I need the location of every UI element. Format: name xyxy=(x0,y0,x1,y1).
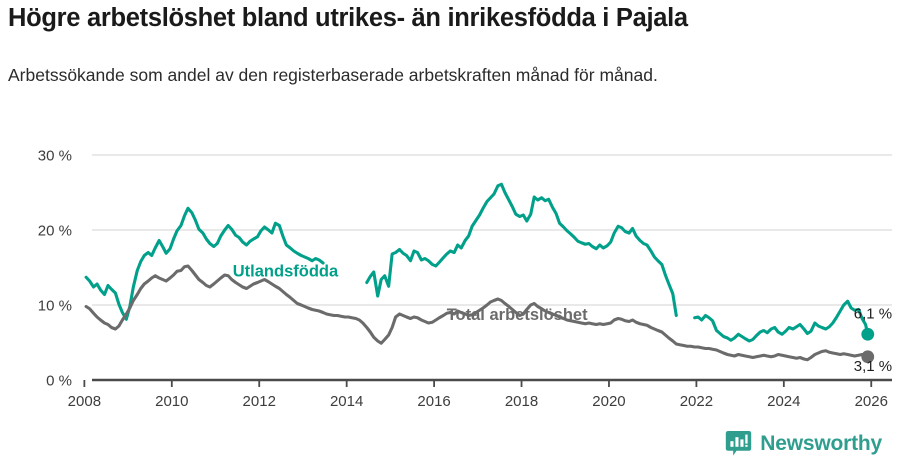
x-axis-tick-labels: 2008 2010 2012 2014 2016 2018 2020 2022 2024 2026 xyxy=(68,393,888,410)
chart-subtitle: Arbetssökande som andel av den registerb… xyxy=(8,65,658,85)
bar-chart-bubble-icon xyxy=(725,430,752,457)
y-tick-label: 30 % xyxy=(38,148,72,165)
gridlines xyxy=(92,154,892,306)
axis-lines-ticks xyxy=(83,378,892,387)
x-tick-label: 2012 xyxy=(243,393,276,410)
chart-footer: Newsworthy xyxy=(0,420,900,474)
chart-plot-area: 0 % 10 % 20 % 30 % 2008 2010 2012 2014 2016 2018… xyxy=(0,140,900,411)
y-tick-label: 10 % xyxy=(38,298,72,315)
endpoint-marker xyxy=(861,327,875,341)
endpoint-marker xyxy=(861,350,875,364)
page-title: Högre arbetslöshet bland utrikes- än inr… xyxy=(8,4,688,32)
series-line xyxy=(365,182,678,318)
x-tick-label: 2018 xyxy=(505,393,538,410)
endpoint-value-label: 6,1 % xyxy=(854,306,892,323)
series-inline-label: Total arbetslöshet xyxy=(447,306,588,324)
x-tick-label: 2010 xyxy=(155,393,188,410)
line-chart-svg: 0 % 10 % 20 % 30 % 2008 2010 2012 2014 2016 2018… xyxy=(38,148,892,411)
series-lines xyxy=(84,182,870,362)
x-tick-label: 2026 xyxy=(855,393,888,410)
x-tick-label: 2008 xyxy=(68,393,101,410)
y-axis-tick-labels: 0 % 10 % 20 % 30 % xyxy=(38,148,72,390)
x-tick-label: 2024 xyxy=(767,393,800,410)
endpoint-markers xyxy=(861,327,875,364)
y-tick-label: 20 % xyxy=(38,223,72,240)
endpoint-value-label: 3,1 % xyxy=(854,358,892,375)
x-tick-label: 2014 xyxy=(330,393,363,410)
series-annotations: Utlandsfödda Total arbetslöshet 6,1 % 3,1 % xyxy=(233,263,892,376)
series-line xyxy=(84,206,325,321)
series-line xyxy=(84,264,870,362)
series-line xyxy=(693,299,870,343)
x-tick-label: 2020 xyxy=(592,393,625,410)
x-tick-label: 2022 xyxy=(680,393,713,410)
series-inline-label: Utlandsfödda xyxy=(233,263,339,281)
newsworthy-wordmark: Newsworthy xyxy=(760,431,882,455)
newsworthy-logo[interactable]: Newsworthy xyxy=(725,430,882,457)
y-tick-label: 0 % xyxy=(46,373,72,390)
x-tick-label: 2016 xyxy=(417,393,450,410)
